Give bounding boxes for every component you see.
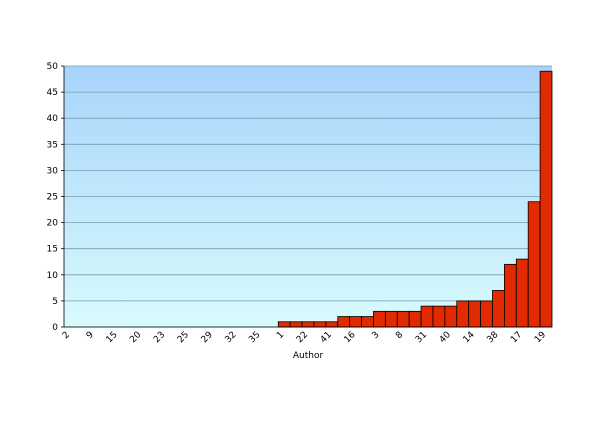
bar — [503, 263, 517, 328]
bar — [349, 316, 362, 328]
x-tick-label: 15 — [105, 330, 120, 345]
y-tick-label: 0 — [52, 323, 58, 333]
x-tick-label: 32 — [224, 330, 239, 345]
bar — [539, 70, 553, 328]
bar — [515, 258, 529, 328]
x-tick-label: 8 — [394, 330, 405, 341]
bar — [456, 300, 470, 328]
y-tick-label: 5 — [52, 297, 58, 307]
bar — [480, 300, 493, 328]
bar — [432, 305, 446, 328]
y-tick-label: 15 — [47, 245, 58, 255]
x-tick-label: 19 — [533, 330, 548, 345]
bar — [289, 321, 303, 328]
y-tick-label: 35 — [47, 140, 58, 150]
x-tick-label: 22 — [295, 330, 310, 345]
y-tick-label: 50 — [47, 62, 59, 72]
x-tick-label: 2 — [61, 330, 72, 341]
x-tick-label: 17 — [509, 330, 524, 345]
bar — [527, 201, 541, 328]
x-tick-label: 31 — [414, 330, 429, 345]
x-tick-label: 20 — [128, 330, 143, 345]
x-tick-label: 14 — [462, 330, 477, 345]
bar — [384, 310, 398, 328]
bar — [408, 310, 422, 328]
bar — [337, 316, 351, 328]
bar — [420, 305, 434, 328]
bar — [373, 310, 386, 328]
x-tick-label: 16 — [343, 330, 358, 345]
bar — [325, 321, 339, 328]
bar — [313, 321, 327, 328]
x-tick-label: 1 — [275, 330, 286, 341]
bar — [444, 305, 458, 328]
bar — [492, 290, 505, 328]
x-tick-label: 25 — [176, 330, 191, 345]
x-tick-label: 35 — [247, 330, 262, 345]
y-tick-label: 30 — [47, 166, 59, 176]
x-tick-label: 29 — [200, 330, 215, 345]
bar — [301, 321, 315, 328]
y-tick-label: 40 — [47, 114, 59, 124]
bar — [361, 316, 374, 328]
x-axis-label: Author — [293, 351, 324, 361]
x-tick-label: 9 — [85, 330, 96, 341]
y-tick-label: 10 — [47, 271, 59, 281]
bar — [468, 300, 481, 328]
x-tick-label: 40 — [438, 330, 453, 345]
x-tick-label: 23 — [152, 330, 167, 345]
x-tick-label: 41 — [319, 330, 334, 345]
y-tick-label: 25 — [47, 193, 58, 203]
bar — [396, 310, 410, 328]
x-tick-label: 3 — [370, 330, 381, 341]
y-tick-label: 20 — [47, 219, 59, 229]
y-tick-label: 45 — [47, 88, 58, 98]
x-tick-label: 38 — [485, 330, 500, 345]
bar — [277, 321, 291, 328]
